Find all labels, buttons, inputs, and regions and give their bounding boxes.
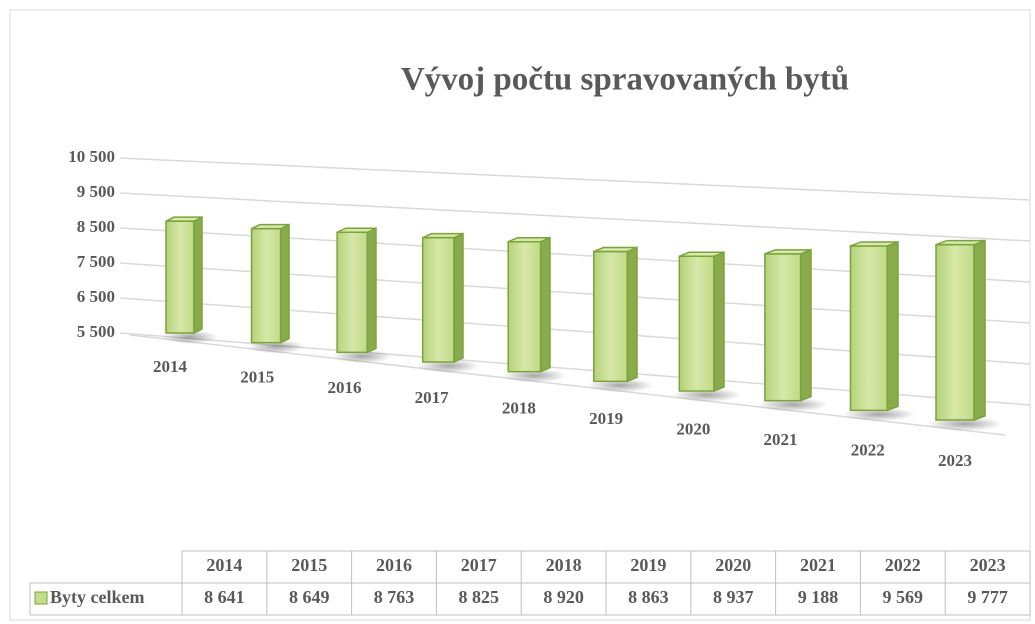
- bar-side: [539, 236, 551, 373]
- legend-label: Byty celkem: [50, 587, 144, 607]
- bar: [250, 227, 282, 344]
- bar: [849, 245, 889, 412]
- bar-side: [973, 239, 986, 422]
- x-tick-label: 2018: [502, 399, 536, 418]
- bar-side: [366, 227, 377, 354]
- bar: [593, 250, 629, 383]
- table-header: 2015: [291, 555, 327, 575]
- table-header: 2020: [715, 555, 751, 575]
- bar-side: [713, 251, 725, 393]
- table-header: 2023: [970, 555, 1006, 575]
- x-tick-label: 2023: [938, 451, 972, 470]
- bar-top: [935, 239, 986, 246]
- table-value: 8 763: [374, 587, 415, 607]
- table-value: 8 920: [543, 587, 584, 607]
- bar-top: [679, 251, 725, 258]
- table-header: 2018: [546, 555, 582, 575]
- x-tick-label: 2014: [153, 357, 188, 376]
- x-tick-label: 2019: [589, 409, 623, 428]
- bar-side: [626, 246, 638, 383]
- y-tick-label: 10 500: [68, 147, 115, 166]
- table-header: 2021: [800, 555, 836, 575]
- y-tick-label: 5 500: [77, 322, 115, 341]
- bar: [507, 240, 542, 373]
- legend-swatch: [34, 591, 48, 605]
- table-value: 9 188: [798, 587, 839, 607]
- table-header: 2017: [461, 555, 497, 575]
- x-tick-label: 2022: [851, 440, 885, 459]
- table-header: 2022: [885, 555, 921, 575]
- table-value: 8 937: [713, 587, 754, 607]
- bar-top: [422, 232, 464, 239]
- bar-top: [251, 223, 290, 230]
- chart-title: Vývoj počtu spravovaných bytů: [401, 62, 849, 98]
- x-tick-label: 2015: [240, 367, 274, 386]
- table-value: 8 863: [628, 587, 669, 607]
- y-tick-label: 8 500: [77, 217, 115, 236]
- bar: [421, 236, 455, 363]
- grid-line: [119, 157, 1031, 201]
- bar: [678, 255, 715, 392]
- table-value: 8 825: [459, 587, 500, 607]
- bar-side: [193, 215, 203, 335]
- bar: [336, 231, 369, 354]
- bar-side: [453, 232, 464, 364]
- bar-top: [850, 241, 899, 247]
- x-tick-label: 2016: [327, 378, 361, 397]
- bar-top: [336, 227, 377, 234]
- bar: [935, 243, 975, 421]
- bar: [764, 253, 802, 402]
- y-tick-label: 7 500: [77, 252, 115, 271]
- x-tick-label: 2021: [764, 430, 798, 449]
- y-tick-label: 6 500: [77, 287, 115, 306]
- bar-top: [764, 249, 812, 255]
- x-tick-label: 2017: [415, 388, 450, 407]
- table-value: 9 569: [883, 587, 924, 607]
- bar-top: [165, 216, 203, 222]
- bar-top: [593, 246, 638, 253]
- bar-side: [279, 223, 290, 344]
- table-value: 8 649: [289, 587, 330, 607]
- table-header: 2019: [630, 555, 666, 575]
- grid-line: [119, 192, 1031, 242]
- table-value: 8 641: [204, 587, 245, 607]
- bar: [165, 220, 195, 334]
- table-header: 2014: [206, 555, 242, 575]
- bar-side: [799, 248, 812, 402]
- y-tick-label: 9 500: [77, 182, 115, 201]
- table-value: 9 777: [967, 587, 1008, 607]
- x-tick-label: 2020: [676, 420, 710, 439]
- table-header: 2016: [376, 555, 412, 575]
- bar-top: [507, 236, 551, 243]
- bar-side: [886, 240, 899, 412]
